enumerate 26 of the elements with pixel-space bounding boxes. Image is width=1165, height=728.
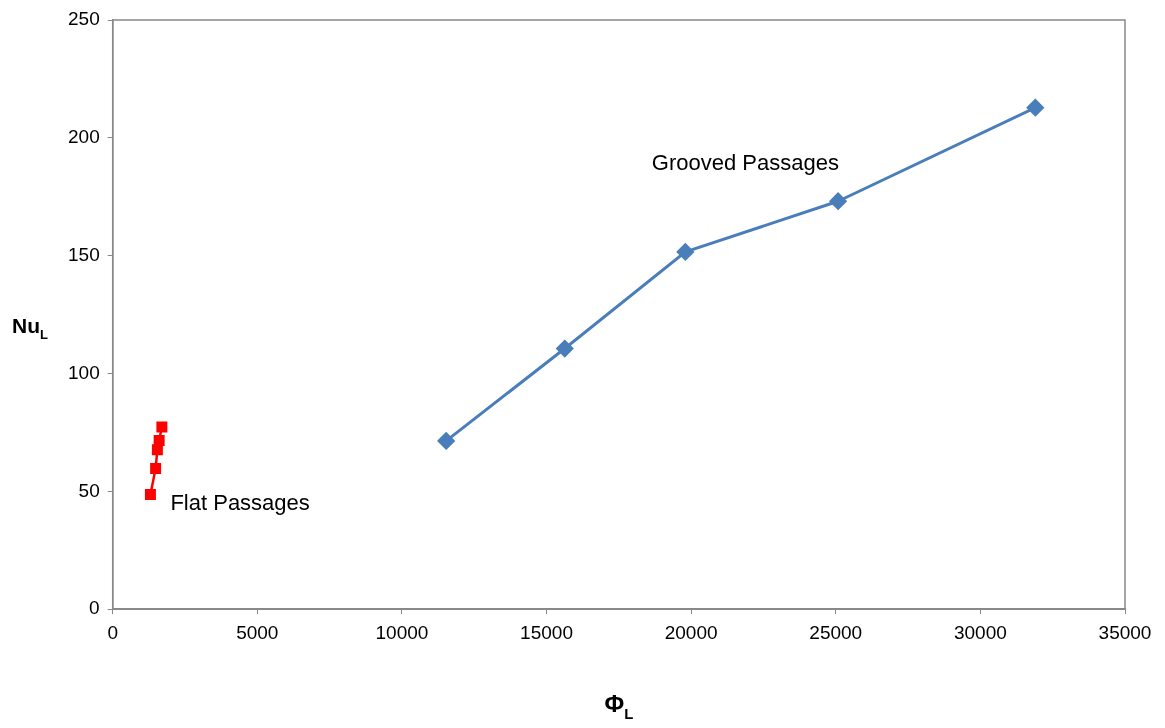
series-label: Flat Passages	[170, 490, 310, 516]
y-tick-label: 50	[78, 479, 100, 501]
point	[156, 421, 168, 433]
series-label: Grooved Passages	[651, 149, 839, 175]
x-tick-label: 20000	[664, 621, 718, 643]
x-tick-label: 35000	[1098, 621, 1152, 643]
point	[1026, 99, 1044, 117]
point	[150, 463, 162, 474]
point	[144, 488, 156, 500]
y-tick-label: 200	[68, 126, 100, 148]
x-tick-label: 10000	[375, 621, 429, 643]
point	[437, 432, 455, 450]
point	[676, 243, 694, 261]
point	[153, 434, 165, 446]
x-tick-label: 5000	[236, 621, 279, 643]
point	[829, 192, 847, 210]
x-tick-label: 15000	[520, 621, 573, 643]
x-tick-label: 25000	[809, 621, 863, 643]
point	[151, 444, 163, 456]
y-tick-label: 100	[68, 361, 100, 383]
y-tick-label: 0	[89, 597, 100, 619]
x-tick-label: 0	[107, 621, 118, 643]
y-tick-label: 150	[68, 243, 100, 265]
point	[556, 340, 574, 358]
y-tick-label: 250	[68, 8, 100, 30]
x-tick-label: 30000	[953, 621, 1007, 643]
